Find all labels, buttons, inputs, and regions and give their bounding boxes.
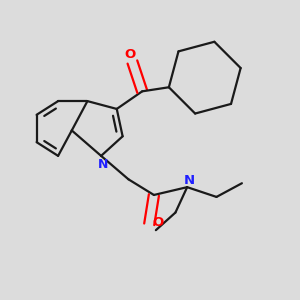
- Text: O: O: [125, 49, 136, 62]
- Text: N: N: [184, 174, 195, 187]
- Text: N: N: [98, 158, 109, 171]
- Text: O: O: [152, 216, 164, 229]
